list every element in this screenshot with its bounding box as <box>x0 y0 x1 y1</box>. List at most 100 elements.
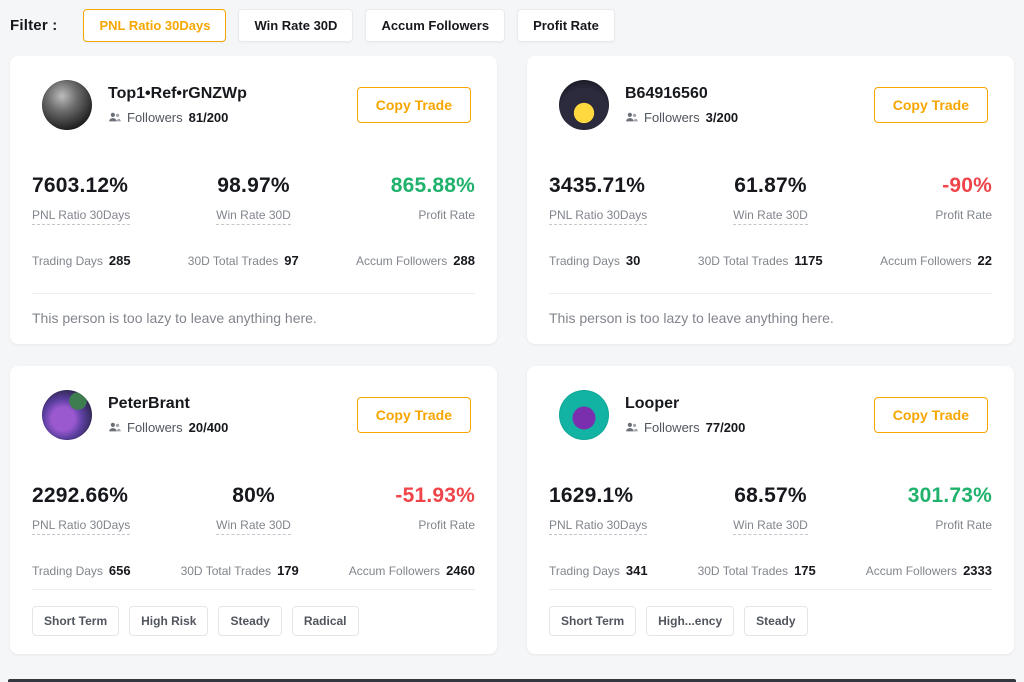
trader-name[interactable]: PeterBrant <box>108 395 190 412</box>
stat-value: 98.97% <box>217 174 290 197</box>
tag: Short Term <box>549 606 637 636</box>
stat-profit-rate: -90% Profit Rate <box>844 174 992 225</box>
card-footer: This person is too lazy to leave anythin… <box>32 293 475 326</box>
followers-row: Followers 77/200 <box>625 420 745 435</box>
stats-row: 1629.1% PNL Ratio 30Days 68.57% Win Rate… <box>549 484 992 535</box>
stat-label: Profit Rate <box>935 208 993 222</box>
filter-label: Filter : <box>10 16 58 34</box>
trader-card: B64916560 Followers 3/200 Copy Trade 343… <box>527 56 1014 344</box>
stat-win-rate: 61.87% Win Rate 30D <box>697 174 845 225</box>
tag: Steady <box>744 606 808 636</box>
stat-label[interactable]: Win Rate 30D <box>697 208 845 225</box>
stat-label[interactable]: Win Rate 30D <box>697 518 845 535</box>
meta-accum-followers: Accum Followers 288 <box>355 253 475 268</box>
trader-avatar[interactable] <box>42 80 92 130</box>
followers-icon <box>108 421 121 434</box>
stat-label[interactable]: Win Rate 30D <box>180 208 328 225</box>
filter-pnl-ratio-30days[interactable]: PNL Ratio 30Days <box>83 8 227 42</box>
followers-row: Followers 3/200 <box>625 110 738 125</box>
trader-avatar[interactable] <box>42 390 92 440</box>
tag: High Risk <box>129 606 209 636</box>
meta-total-trades: 30D Total Trades 175 <box>697 563 816 578</box>
card-header: Looper Followers 77/200 Copy Trade <box>549 390 992 440</box>
copy-trade-button[interactable]: Copy Trade <box>873 397 988 433</box>
trader-name[interactable]: B64916560 <box>625 85 708 102</box>
followers-label: Followers <box>127 420 183 435</box>
tag: Short Term <box>32 606 120 636</box>
filter-win-rate-30d[interactable]: Win Rate 30D <box>238 8 354 42</box>
trader-card: PeterBrant Followers 20/400 Copy Trade 2… <box>10 366 497 654</box>
card-header: B64916560 Followers 3/200 Copy Trade <box>549 80 992 130</box>
stat-win-rate: 68.57% Win Rate 30D <box>697 484 845 535</box>
stat-value: 7603.12% <box>32 174 129 197</box>
followers-icon <box>625 111 638 124</box>
divider <box>32 589 475 590</box>
meta-trading-days: Trading Days 285 <box>32 253 131 268</box>
stat-label[interactable]: PNL Ratio 30Days <box>32 518 180 535</box>
stat-value: -90% <box>942 174 993 197</box>
card-footer: This person is too lazy to leave anythin… <box>549 293 992 326</box>
divider <box>549 589 992 590</box>
tag: Steady <box>218 606 282 636</box>
stat-label: Profit Rate <box>935 518 993 532</box>
stat-value: 61.87% <box>734 174 807 197</box>
trader-name[interactable]: Looper <box>625 395 680 412</box>
trader-bio: This person is too lazy to leave anythin… <box>549 310 834 326</box>
meta-row: Trading Days 30 30D Total Trades 1175 Accu… <box>549 253 992 268</box>
trader-tags: Short Term High...ency Steady <box>549 606 992 636</box>
meta-accum-followers: Accum Followers 2460 <box>348 563 475 578</box>
stat-label[interactable]: Win Rate 30D <box>180 518 328 535</box>
stat-value: 80% <box>232 484 275 507</box>
stat-value: 2292.66% <box>32 484 129 507</box>
trader-tags: Short Term High Risk Steady Radical <box>32 606 475 636</box>
tag: Radical <box>291 606 359 636</box>
card-header: Top1•Ref•rGNZWp Followers 81/200 Copy Tr… <box>32 80 475 130</box>
followers-row: Followers 20/400 <box>108 420 228 435</box>
copy-trade-button[interactable]: Copy Trade <box>873 87 988 123</box>
trader-bio: This person is too lazy to leave anythin… <box>32 310 317 326</box>
stat-label: Profit Rate <box>418 518 476 532</box>
followers-value: 20/400 <box>188 420 229 435</box>
trader-avatar[interactable] <box>559 390 609 440</box>
meta-row: Trading Days 656 30D Total Trades 179 Accu… <box>32 563 475 578</box>
followers-label: Followers <box>644 420 700 435</box>
meta-accum-followers: Accum Followers 2333 <box>865 563 992 578</box>
trader-identity: B64916560 Followers 3/200 <box>625 85 738 125</box>
meta-row: Trading Days 341 30D Total Trades 175 Accu… <box>549 563 992 578</box>
followers-label: Followers <box>644 110 700 125</box>
stat-label[interactable]: PNL Ratio 30Days <box>32 208 180 225</box>
stat-value: 301.73% <box>907 484 993 507</box>
card-header: PeterBrant Followers 20/400 Copy Trade <box>32 390 475 440</box>
copy-trade-button[interactable]: Copy Trade <box>356 397 471 433</box>
trader-identity: Top1•Ref•rGNZWp Followers 81/200 <box>108 85 247 125</box>
stat-value: 1629.1% <box>549 484 634 507</box>
meta-trading-days: Trading Days 341 <box>549 563 648 578</box>
followers-row: Followers 81/200 <box>108 110 247 125</box>
followers-value: 3/200 <box>705 110 739 125</box>
trader-card: Looper Followers 77/200 Copy Trade 1629.… <box>527 366 1014 654</box>
card-footer: Short Term High...ency Steady <box>549 589 992 636</box>
trader-identity: PeterBrant Followers 20/400 <box>108 395 228 435</box>
stat-pnl-ratio: 3435.71% PNL Ratio 30Days <box>549 174 697 225</box>
tag: High...ency <box>646 606 735 636</box>
stat-label: Profit Rate <box>418 208 476 222</box>
trader-name[interactable]: Top1•Ref•rGNZWp <box>108 85 247 102</box>
trader-avatar[interactable] <box>559 80 609 130</box>
stat-label[interactable]: PNL Ratio 30Days <box>549 518 697 535</box>
stats-row: 7603.12% PNL Ratio 30Days 98.97% Win Rat… <box>32 174 475 225</box>
stats-row: 3435.71% PNL Ratio 30Days 61.87% Win Rat… <box>549 174 992 225</box>
stat-win-rate: 80% Win Rate 30D <box>180 484 328 535</box>
stat-value: 865.88% <box>390 174 476 197</box>
followers-value: 77/200 <box>705 420 746 435</box>
trader-card: Top1•Ref•rGNZWp Followers 81/200 Copy Tr… <box>10 56 497 344</box>
copy-trade-button[interactable]: Copy Trade <box>356 87 471 123</box>
meta-trading-days: Trading Days 30 <box>549 253 641 268</box>
followers-label: Followers <box>127 110 183 125</box>
stat-profit-rate: 301.73% Profit Rate <box>844 484 992 535</box>
divider <box>549 293 992 294</box>
filter-accum-followers[interactable]: Accum Followers <box>365 8 506 42</box>
stat-value: 3435.71% <box>549 174 646 197</box>
stat-label[interactable]: PNL Ratio 30Days <box>549 208 697 225</box>
filter-profit-rate[interactable]: Profit Rate <box>517 8 615 42</box>
stat-pnl-ratio: 2292.66% PNL Ratio 30Days <box>32 484 180 535</box>
